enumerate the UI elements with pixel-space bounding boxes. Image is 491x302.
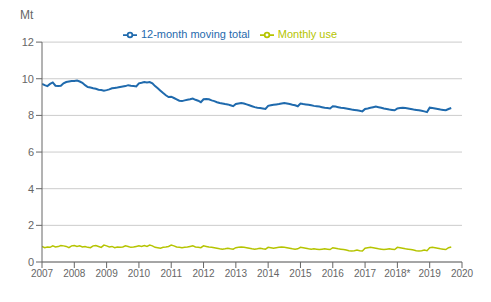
svg-text:2019: 2019 [419, 268, 442, 279]
svg-text:2016: 2016 [322, 268, 345, 279]
svg-text:2013: 2013 [225, 268, 248, 279]
svg-text:2008: 2008 [63, 268, 86, 279]
svg-text:4: 4 [28, 183, 34, 195]
svg-text:12: 12 [22, 36, 34, 48]
svg-text:0: 0 [28, 256, 34, 268]
svg-text:2011: 2011 [160, 268, 182, 279]
svg-text:2009: 2009 [95, 268, 118, 279]
svg-text:2: 2 [28, 219, 34, 231]
svg-text:8: 8 [28, 109, 34, 121]
svg-text:2020: 2020 [451, 268, 474, 279]
html-text:Mt: Mt [20, 8, 34, 22]
svg-text:2015: 2015 [289, 268, 312, 279]
svg-text:2014: 2014 [257, 268, 280, 279]
svg-text:2007: 2007 [31, 268, 54, 279]
svg-text:2017: 2017 [354, 268, 377, 279]
html-text:12-month moving total: 12-month moving total [140, 28, 250, 40]
svg-text:2018*: 2018* [384, 268, 410, 279]
svg-text:2012: 2012 [192, 268, 215, 279]
svg-text:10: 10 [22, 73, 34, 85]
html-text:Monthly use: Monthly use [277, 28, 338, 40]
svg-text:6: 6 [28, 146, 34, 158]
svg-text:2010: 2010 [128, 268, 151, 279]
